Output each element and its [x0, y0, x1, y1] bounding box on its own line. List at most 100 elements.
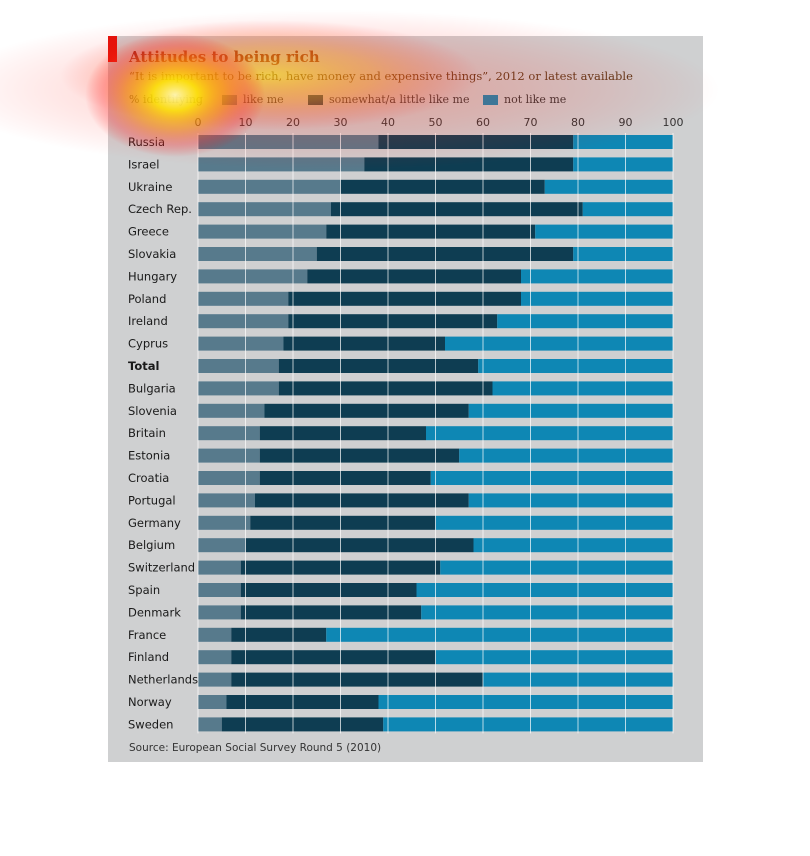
bar-segment-like-me	[198, 515, 251, 530]
bar-segment-like-me	[198, 224, 327, 239]
category-label: Spain	[128, 583, 160, 597]
bar-segment-somewhat-a-little-like-me	[278, 381, 493, 396]
bar-segment-like-me	[198, 448, 260, 463]
x-tick-label: 10	[239, 116, 253, 129]
bar-segment-somewhat-a-little-like-me	[288, 291, 521, 306]
x-tick-label: 40	[381, 116, 395, 129]
category-label: Belgium	[128, 538, 175, 552]
bar-chart: 0 10 20 30 40 50 60 70 80 90 100 Russia Israel Ukrain…	[128, 116, 684, 734]
bar-segment-like-me	[198, 291, 289, 306]
source-note: Source: European Social Survey Round 5 (…	[129, 742, 382, 754]
category-label: Norway	[128, 695, 172, 709]
bar-segment-somewhat-a-little-like-me	[245, 538, 474, 553]
x-tick-label: 90	[619, 116, 633, 129]
category-label: Ireland	[128, 314, 168, 328]
x-tick-label: 80	[571, 116, 585, 129]
category-label: Czech Rep.	[128, 202, 192, 216]
category-label: Russia	[128, 135, 165, 149]
bar-segment-not-like-me	[459, 448, 673, 463]
bar-segment-not-like-me	[445, 336, 673, 351]
bar-segment-like-me	[198, 359, 279, 373]
bar-segment-somewhat-a-little-like-me	[326, 224, 536, 239]
bar-segment-not-like-me	[535, 224, 673, 239]
bar-segment-somewhat-a-little-like-me	[231, 672, 483, 687]
bar-segment-like-me	[198, 605, 241, 620]
bar-segment-like-me	[198, 650, 232, 665]
bar-segment-somewhat-a-little-like-me	[255, 493, 469, 508]
x-tick-label: 70	[524, 116, 538, 129]
category-label: Israel	[128, 157, 159, 171]
bar-segment-not-like-me	[573, 247, 673, 261]
category-label: Portugal	[128, 493, 176, 507]
bar-segment-not-like-me	[426, 426, 673, 441]
bar-segment-not-like-me	[468, 403, 673, 418]
category-label: Sweden	[128, 717, 173, 731]
bar-segment-somewhat-a-little-like-me	[307, 269, 521, 284]
bar-segment-like-me	[198, 403, 265, 418]
bar-segment-not-like-me	[383, 717, 673, 732]
category-label: Switzerland	[128, 561, 195, 575]
bar-segment-like-me	[198, 247, 317, 261]
category-label: Slovenia	[128, 404, 177, 418]
bar-segment-like-me	[198, 695, 227, 709]
category-label: Cyprus	[128, 337, 168, 351]
category-label: Netherlands	[128, 673, 198, 687]
bar-segment-not-like-me	[421, 605, 673, 620]
category-label: Croatia	[128, 471, 169, 485]
bar-segment-not-like-me	[573, 135, 673, 149]
x-tick-label: 60	[476, 116, 490, 129]
category-label: Germany	[128, 516, 181, 530]
bar-segment-like-me	[198, 560, 241, 575]
chart-panel: Attitudes to being rich “It is important…	[108, 36, 703, 762]
bar-segment-like-me	[198, 381, 279, 396]
category-label: Slovakia	[128, 247, 176, 261]
bar-segment-somewhat-a-little-like-me	[340, 179, 545, 194]
bar-segment-like-me	[198, 336, 284, 351]
bar-segment-somewhat-a-little-like-me	[278, 359, 479, 373]
category-label: Hungary	[128, 269, 177, 283]
bar-segment-like-me	[198, 583, 241, 597]
bar-segment-somewhat-a-little-like-me	[240, 583, 417, 597]
bar-segment-like-me	[198, 717, 222, 732]
bar-segment-somewhat-a-little-like-me	[259, 426, 426, 441]
bar-segment-not-like-me	[473, 538, 673, 553]
category-label: Poland	[128, 292, 166, 306]
bar-segment-somewhat-a-little-like-me	[221, 717, 384, 732]
bar-segment-like-me	[198, 672, 232, 687]
x-tick-label: 50	[429, 116, 443, 129]
category-label: Finland	[128, 650, 169, 664]
bar-segment-not-like-me	[544, 179, 673, 194]
bar-segment-like-me	[198, 314, 289, 329]
bar-segment-somewhat-a-little-like-me	[331, 202, 583, 217]
category-label: Denmark	[128, 605, 181, 619]
bar-segment-somewhat-a-little-like-me	[288, 314, 498, 329]
bar-segment-like-me	[198, 471, 260, 485]
x-tick-label: 20	[286, 116, 300, 129]
bar-segment-not-like-me	[521, 291, 673, 306]
bar-segment-not-like-me	[430, 471, 673, 485]
bar-segment-not-like-me	[521, 269, 673, 284]
category-label: Estonia	[128, 449, 170, 463]
x-tick-label: 100	[663, 116, 684, 129]
category-label: Britain	[128, 426, 166, 440]
bar-segment-somewhat-a-little-like-me	[259, 448, 460, 463]
bar-segment-like-me	[198, 157, 365, 172]
bar-segment-somewhat-a-little-like-me	[250, 515, 436, 530]
bar-segment-not-like-me	[497, 314, 673, 329]
bar-segment-not-like-me	[326, 627, 673, 642]
category-label: Greece	[128, 225, 169, 239]
x-tick-label: 30	[334, 116, 348, 129]
bar-segment-not-like-me	[582, 202, 673, 217]
bar-segment-like-me	[198, 493, 255, 508]
bar-segment-like-me	[198, 538, 246, 553]
bar-segment-somewhat-a-little-like-me	[378, 135, 574, 149]
category-label: Bulgaria	[128, 381, 176, 395]
bar-segment-somewhat-a-little-like-me	[231, 627, 327, 642]
bar-segment-like-me	[198, 135, 379, 149]
bar-segment-somewhat-a-little-like-me	[259, 471, 431, 485]
bar-segment-like-me	[198, 269, 308, 284]
bar-segment-somewhat-a-little-like-me	[364, 157, 574, 172]
bar-segment-like-me	[198, 426, 260, 441]
bar-segment-somewhat-a-little-like-me	[283, 336, 445, 351]
bar-segment-not-like-me	[468, 493, 673, 508]
